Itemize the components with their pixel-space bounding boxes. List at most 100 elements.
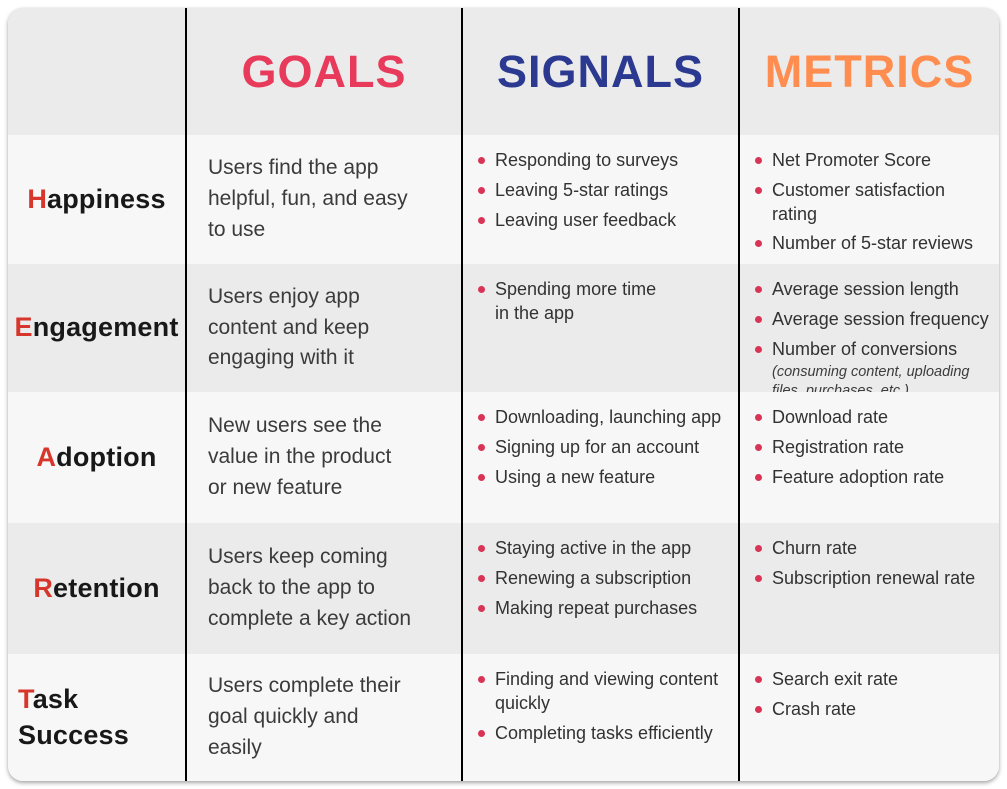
bullet-item: Net Promoter Score [752,149,993,173]
category-cell: Retention [8,523,185,654]
signals-cell: Staying active in the app Renewing a subs… [461,523,738,654]
bullet-item: Feature adoption rate [752,466,993,490]
bullet-item: Downloading, launching app [475,406,732,430]
category-label: Retention [33,572,160,603]
goals-column-header: GOALS [241,45,407,97]
category-cell: Happiness [8,135,185,264]
bullet-icon [755,443,762,451]
goal-cell: Users find the app helpful, fun, and eas… [185,135,461,264]
metrics-cell: Download rate Registration rate Feature ad… [738,392,999,523]
bullet-icon [478,216,485,224]
bullet-text: Net Promoter Score [772,150,932,170]
bullet-text: Crash rate [772,698,857,719]
bullet-item: Renewing a subscription [475,567,732,591]
goal-cell: Users keep coming back to the app to com… [185,523,461,654]
goal-text: Users complete their goal quickly and ea… [208,674,401,759]
bullet-text: Leaving 5-star ratings [495,179,669,200]
bullet-note: (consuming content, uploading files, pur… [772,364,970,392]
bullet-icon [478,186,485,194]
bullet-icon [755,157,762,164]
bullet-icon [478,443,485,451]
bullet-text: Number of 5-star reviews [772,233,974,254]
bullet-text: Spending more time in the app [495,279,657,323]
metrics-list: Download rate Registration rate Feature ad… [752,406,993,489]
bullet-icon [478,729,485,737]
bullet-item: Average session length [752,278,993,302]
goal-cell: Users enjoy app content and keep engagin… [185,264,461,392]
bullet-item: Average session frequency [752,308,993,332]
bullet-item: Leaving 5-star ratings [475,179,732,203]
bullet-item: Crash rate [752,698,993,722]
bullet-item: Leaving user feedback [475,209,732,233]
bullet-item: Churn rate [752,537,993,561]
header-metrics-cell: METRICS [738,8,999,135]
header-corner-cell [8,8,185,135]
signals-cell: Spending more time in the app [461,264,738,392]
goal-cell: New users see the value in the product o… [185,392,461,523]
bullet-icon [755,286,762,293]
heart-framework-table: GOALS SIGNALS METRICS Happiness Users fi… [8,8,999,781]
metrics-cell: Net Promoter Score Customer satisfaction … [738,135,999,264]
bullet-item: Finding and viewing content quickly [475,668,732,716]
bullet-icon [478,473,485,481]
bullet-item: Completing tasks efficiently [475,722,732,746]
bullet-icon [755,574,762,582]
category-cell: Task Success [8,654,185,781]
bullet-item: Number of conversions (consuming content,… [752,338,993,392]
category-label: Engagement [14,312,179,343]
bullet-text: Average session length [772,279,959,299]
signals-list: Spending more time in the app [475,278,732,326]
category-cell: Adoption [8,392,185,523]
bullet-item: Customer satisfaction rating [752,179,993,227]
bullet-text: Using a new feature [495,466,656,487]
bullet-item: Using a new feature [475,466,732,490]
header-signals-cell: SIGNALS [461,8,738,135]
bullet-text: Subscription renewal rate [772,567,976,588]
bullet-item: Staying active in the app [475,537,732,561]
bullet-icon [755,545,762,552]
bullet-icon [478,157,485,164]
bullet-text: Completing tasks efficiently [495,722,713,743]
bullet-text: Responding to surveys [495,150,679,170]
bullet-icon [478,676,485,683]
signals-cell: Responding to surveys Leaving 5-star rati… [461,135,738,264]
category-cell: Engagement [8,264,185,392]
category-label: Happiness [27,183,166,214]
bullet-item: Subscription renewal rate [752,567,993,591]
bullet-icon [478,574,485,582]
metrics-cell: Churn rate Subscription renewal rate [738,523,999,654]
signals-cell: Finding and viewing content quickly Compl… [461,654,738,781]
category-label: Adoption [36,441,157,472]
category-label: Task Success [18,684,129,750]
bullet-item: Search exit rate [752,668,993,692]
bullet-text: Number of conversions [772,338,958,359]
metrics-column-header: METRICS [764,45,975,97]
bullet-icon [755,676,762,683]
signals-cell: Downloading, launching app Signing up for… [461,392,738,523]
bullet-item: Signing up for an account [475,436,732,460]
bullet-text: Finding and viewing content quickly [495,669,719,713]
bullet-text: Churn rate [772,538,858,558]
bullet-item: Making repeat purchases [475,597,732,621]
header-goals-cell: GOALS [185,8,461,135]
bullet-text: Signing up for an account [495,436,700,457]
metrics-list: Search exit rate Crash rate [752,668,993,722]
bullet-item: Number of 5-star reviews [752,232,993,256]
bullet-text: Feature adoption rate [772,466,945,487]
bullet-text: Download rate [772,407,889,427]
signals-list: Staying active in the app Renewing a subs… [475,537,732,620]
bullet-icon [755,345,762,353]
goal-text: Users keep coming back to the app to com… [208,545,412,630]
signals-column-header: SIGNALS [496,45,705,97]
bullet-icon [478,545,485,552]
bullet-text: Staying active in the app [495,538,692,558]
bullet-icon [755,240,762,248]
metrics-cell: Average session length Average session fr… [738,264,999,392]
bullet-text: Making repeat purchases [495,597,698,618]
bullet-icon [755,414,762,421]
bullet-text: Search exit rate [772,669,899,689]
bullet-icon [478,414,485,421]
signals-list: Downloading, launching app Signing up for… [475,406,732,489]
metrics-cell: Search exit rate Crash rate [738,654,999,781]
